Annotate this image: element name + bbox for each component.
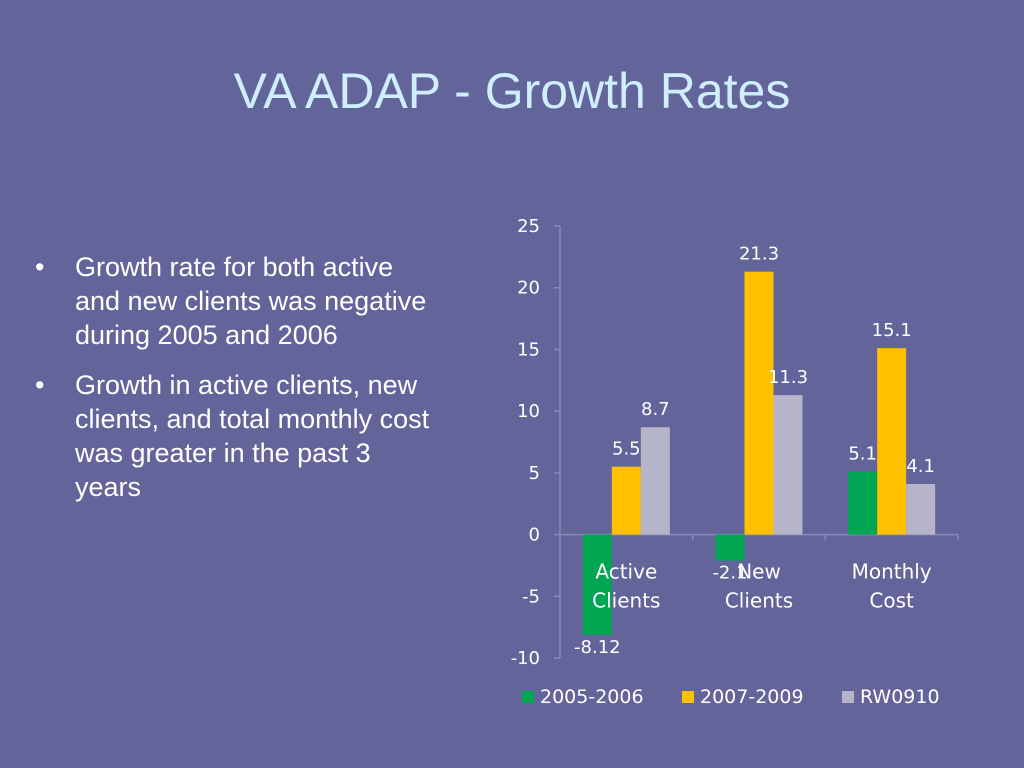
data-label: -2.1 (712, 562, 747, 583)
bar-2005-2006 (715, 534, 745, 561)
legend-label: 2007-2009 (700, 686, 804, 708)
bar-2007-2009 (744, 271, 774, 535)
x-tick-label: Clients (592, 589, 660, 613)
data-label: 21.3 (739, 244, 779, 265)
legend-label: RW0910 (860, 686, 940, 708)
x-tick-label: Clients (725, 589, 793, 613)
bar-RW0910 (773, 395, 803, 535)
bullet-list: • Growth rate for both active and new cl… (30, 250, 430, 520)
slide-title: VA ADAP - Growth Rates (233, 63, 791, 119)
data-label: 5.1 (848, 444, 877, 465)
y-tick-label: 5 (529, 463, 540, 484)
bar-2007-2009 (611, 466, 641, 535)
bar-2007-2009 (877, 348, 907, 535)
bar-2005-2006 (582, 534, 612, 635)
legend-swatch (682, 691, 694, 703)
x-tick-label: New (737, 560, 781, 584)
y-tick-label: 15 (517, 339, 540, 360)
bullet-item: • Growth rate for both active and new cl… (30, 250, 430, 352)
bullet-dot: • (35, 370, 45, 400)
x-tick-label: Active (595, 560, 657, 584)
legend-swatch (522, 691, 534, 703)
bullet-dot: • (35, 252, 45, 282)
data-label: 4.1 (906, 456, 935, 477)
y-tick-label: 20 (517, 278, 540, 299)
legend-swatch (842, 691, 854, 703)
bullet-text: Growth in active clients, new clients, a… (75, 370, 430, 502)
bullet-text: Growth rate for both active and new clie… (75, 252, 427, 350)
y-tick-label: 0 (529, 525, 540, 546)
x-tick-label: Cost (869, 589, 914, 613)
data-label: 11.3 (768, 367, 808, 388)
bar-RW0910 (640, 427, 670, 535)
y-tick-label: -10 (511, 648, 540, 669)
y-tick-label: 10 (517, 401, 540, 422)
bar-2005-2006 (848, 471, 878, 535)
bullet-item: • Growth in active clients, new clients,… (30, 368, 430, 504)
y-tick-label: 25 (517, 216, 540, 237)
data-label: 5.5 (612, 439, 641, 460)
bar-RW0910 (906, 483, 936, 535)
x-tick-label: Monthly (852, 560, 932, 584)
legend-label: 2005-2006 (540, 686, 644, 708)
data-label: -8.12 (574, 637, 621, 658)
data-label: 15.1 (872, 320, 912, 341)
y-tick-label: -5 (522, 586, 540, 607)
data-label: 8.7 (641, 399, 670, 420)
